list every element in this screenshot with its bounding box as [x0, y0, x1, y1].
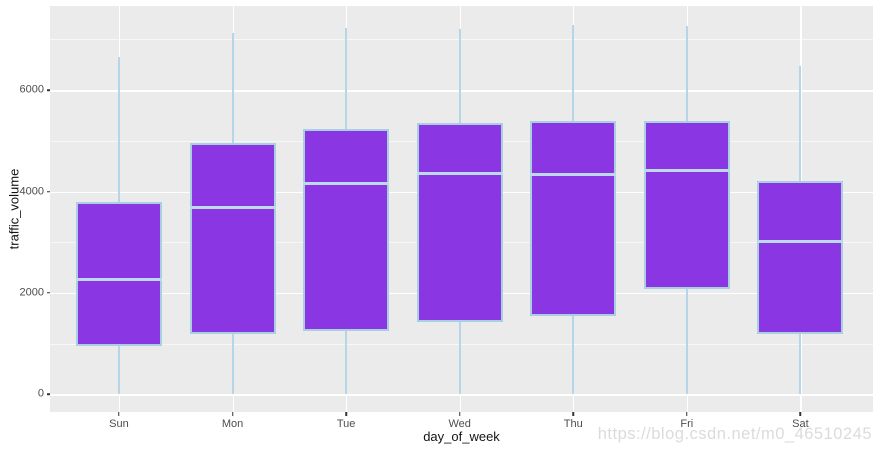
- x-tick-label: Thu: [563, 418, 583, 430]
- box-body: [530, 120, 617, 317]
- y-axis: 0 2000 4000 6000: [0, 6, 50, 412]
- y-tick-label: 0: [37, 387, 44, 400]
- x-axis-title: day_of_week: [423, 429, 500, 444]
- gridline-major: [50, 90, 873, 92]
- box-median-line: [757, 240, 844, 244]
- gridline-minor: [50, 39, 873, 41]
- x-tick-label: Mon: [221, 418, 244, 430]
- box-median-line: [643, 169, 730, 173]
- gridline-major: [50, 394, 873, 396]
- x-tick-mark: [458, 412, 461, 416]
- watermark-text: https://blog.csdn.net/m0_46510245: [597, 425, 872, 443]
- box-body: [189, 143, 276, 334]
- x-axis: Sun Mon Tue Wed Thu Fri Sat: [50, 412, 873, 438]
- plot-panel: [50, 6, 873, 412]
- x-tick-mark: [799, 412, 802, 416]
- y-tick-label: 6000: [19, 83, 44, 96]
- x-tick-mark: [345, 412, 347, 416]
- gridline-minor: [50, 343, 873, 345]
- x-tick-mark: [686, 412, 688, 416]
- box-body: [303, 129, 390, 331]
- y-tick-mark: [46, 190, 50, 193]
- box-median-line: [416, 172, 503, 176]
- box-body: [75, 201, 162, 347]
- x-tick-label: Fri: [680, 418, 694, 430]
- box-body: [416, 123, 503, 323]
- y-tick-label: 2000: [19, 286, 44, 299]
- box-median-line: [303, 182, 390, 186]
- x-tick-label: Sun: [109, 418, 129, 430]
- x-tick-mark: [118, 412, 120, 416]
- y-tick-mark: [46, 393, 50, 395]
- x-tick-label: Wed: [448, 418, 471, 430]
- x-tick-label: Sat: [792, 418, 809, 430]
- x-tick-mark: [572, 412, 574, 416]
- x-tick-mark: [231, 412, 234, 416]
- x-tick-label: Tue: [336, 418, 356, 430]
- y-tick-label: 4000: [19, 185, 44, 197]
- y-tick-mark: [46, 89, 50, 91]
- box-median-line: [530, 173, 617, 177]
- box-median-line: [189, 205, 276, 209]
- box-median-line: [75, 277, 162, 281]
- box-body: [643, 121, 730, 290]
- y-axis-title: traffic_volume: [6, 168, 22, 250]
- box-body: [757, 181, 844, 334]
- y-tick-mark: [46, 292, 50, 294]
